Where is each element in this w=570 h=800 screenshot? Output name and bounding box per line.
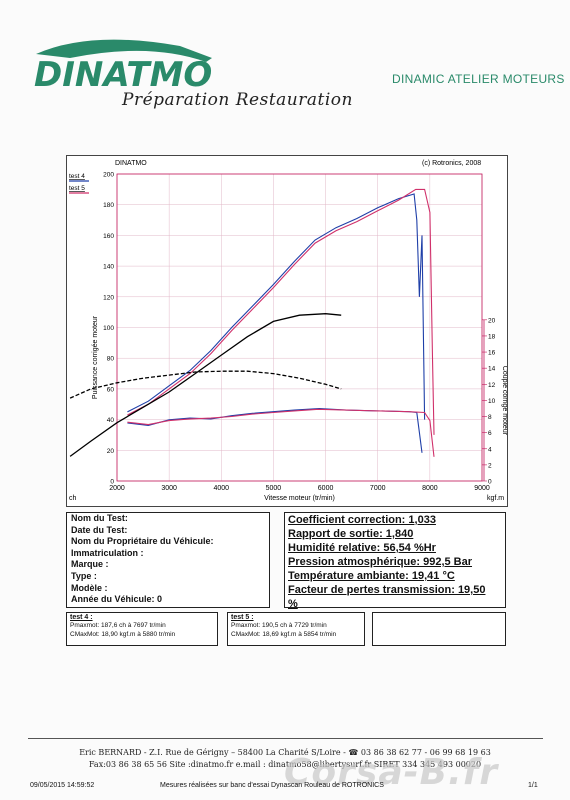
test4-torque: CMaxMot: 18,90 kgf.m à 5880 tr/min (70, 630, 176, 638)
watermark: Corsa-B.fr (284, 752, 499, 793)
info-line: Marque : (71, 559, 109, 570)
info-line: Année du Véhicule: 0 (71, 594, 163, 605)
y-right-tick-label: 4 (488, 446, 492, 453)
x-tick-label: 7000 (370, 485, 386, 492)
measurement-box: Coefficient correction: 1,033 Rapport de … (284, 512, 506, 610)
x-tick-label: 3000 (161, 485, 177, 492)
y-left-axis-label: Puissance corrigée moteur (92, 315, 99, 399)
x-tick-label: 5000 (266, 485, 282, 492)
y-left-tick-label: 40 (107, 417, 115, 424)
svg-text:DINATMO: DINATMO (34, 55, 212, 94)
y-left-tick-label: 140 (103, 264, 114, 271)
x-axis-label: Vitesse moteur (tr/min) (264, 495, 335, 502)
y-left-tick-label: 100 (103, 325, 114, 332)
info-line: Modèle : (71, 582, 108, 593)
y-left-tick-label: 80 (107, 356, 115, 363)
footer-address: Eric BERNARD - Z.I. Rue de Gérigny – 584… (79, 748, 491, 757)
legend-entry: test 4 (69, 173, 85, 180)
y-right-tick-label: 18 (488, 333, 496, 340)
measure-line: Température ambiante: 19,41 °C (288, 570, 455, 582)
test5-power: Pmaxmot: 190,5 ch à 7729 tr/min (231, 622, 327, 629)
x-tick-label: 8000 (422, 485, 438, 492)
test4-power: Pmaxmot: 187,6 ch à 7697 tr/min (70, 622, 166, 629)
empty-summary-box (372, 612, 506, 646)
test5-torque: CMaxMot: 18,69 kgf.m à 5854 tr/min (231, 630, 337, 638)
series-line-power-1 (127, 188, 435, 435)
y-left-tick-label: 60 (107, 386, 115, 393)
measure-line: % (288, 598, 298, 610)
x-tick-label: 2000 (109, 485, 125, 492)
y-right-tick-label: 0 (488, 479, 492, 486)
y-right-tick-label: 14 (488, 366, 496, 373)
y-left-tick-label: 20 (107, 448, 115, 455)
test4-summary: test 4 : Pmaxmot: 187,6 ch à 7697 tr/min… (66, 612, 218, 646)
info-line: Date du Test: (71, 524, 128, 535)
series-line-power-4 (69, 313, 342, 457)
y-right-tick-label: 16 (488, 350, 496, 357)
x-tick-label: 4000 (213, 485, 229, 492)
series-line-power-5 (69, 370, 342, 399)
y-left-tick-label: 200 (103, 172, 114, 179)
y-left-tick-label: 120 (103, 294, 114, 301)
bench-note: Mesures réalisées sur banc d'essai Dynas… (160, 782, 384, 789)
y-right-tick-label: 12 (488, 382, 496, 389)
x-unit-right: kgf.m (487, 495, 504, 502)
series-line-torque-3 (127, 408, 435, 457)
y-left-tick-label: 180 (103, 202, 114, 209)
measure-line: Humidité relative: 56,54 %Hr (288, 542, 436, 554)
x-unit-left: ch (69, 495, 77, 502)
test5-summary: test 5 : Pmaxmot: 190,5 ch à 7729 tr/min… (227, 612, 365, 646)
x-tick-label: 6000 (318, 485, 334, 492)
measure-line: Rapport de sortie: 1,840 (288, 528, 414, 540)
chart-header-right: (c) Rotronics, 2008 (422, 160, 481, 167)
info-line: Nom du Propriétaire du Véhicule: (71, 536, 214, 547)
legend-entry: test 5 (69, 185, 85, 192)
series-line-power-0 (127, 193, 426, 420)
y-right-axis-label: Couple corrigé moteur (501, 366, 507, 436)
info-line: Nom du Test: (71, 513, 128, 523)
y-right-tick-label: 10 (488, 398, 496, 405)
measure-line: Facteur de pertes transmission: 19,50 (288, 584, 486, 596)
measure-line: Coefficient correction: 1,033 (288, 514, 436, 526)
y-right-tick-label: 8 (488, 414, 492, 421)
dyno-chart-frame: DINATMO (c) Rotronics, 2008 test 4 test 5 20… (66, 155, 508, 507)
plot-area (116, 173, 483, 482)
measure-line: Pression atmosphérique: 992,5 Bar (288, 556, 473, 568)
footer-contact: Fax:03 86 38 65 56 Site :dinatmo.fr e.ma… (88, 760, 482, 769)
company-name: DINAMIC ATELIER MOTEURS (392, 72, 565, 86)
chart-header-left: DINATMO (115, 160, 147, 167)
y-right-tick-label: 6 (488, 430, 492, 437)
y-left-tick-label: 160 (103, 233, 114, 240)
vehicle-info-box: Nom du Test: Date du Test: Nom du Propriét… (66, 512, 270, 608)
dinatmo-logo: DINATMO (34, 39, 212, 94)
y-right-tick-label: 20 (488, 317, 496, 324)
info-line: Type : (71, 570, 97, 581)
page-number: 1/1 (528, 782, 538, 789)
info-line: Immatriculation : (71, 547, 144, 558)
y-right-tick-label: 2 (488, 462, 492, 469)
footer-divider (28, 738, 543, 739)
test4-title: test 4 : (70, 614, 93, 621)
y-left-tick-label: 0 (110, 479, 114, 486)
print-date: 09/05/2015 14:59:52 (30, 782, 95, 789)
tagline: Préparation Restauration (122, 90, 353, 110)
x-tick-label: 9000 (474, 485, 490, 492)
test5-title: test 5 : (231, 614, 254, 621)
